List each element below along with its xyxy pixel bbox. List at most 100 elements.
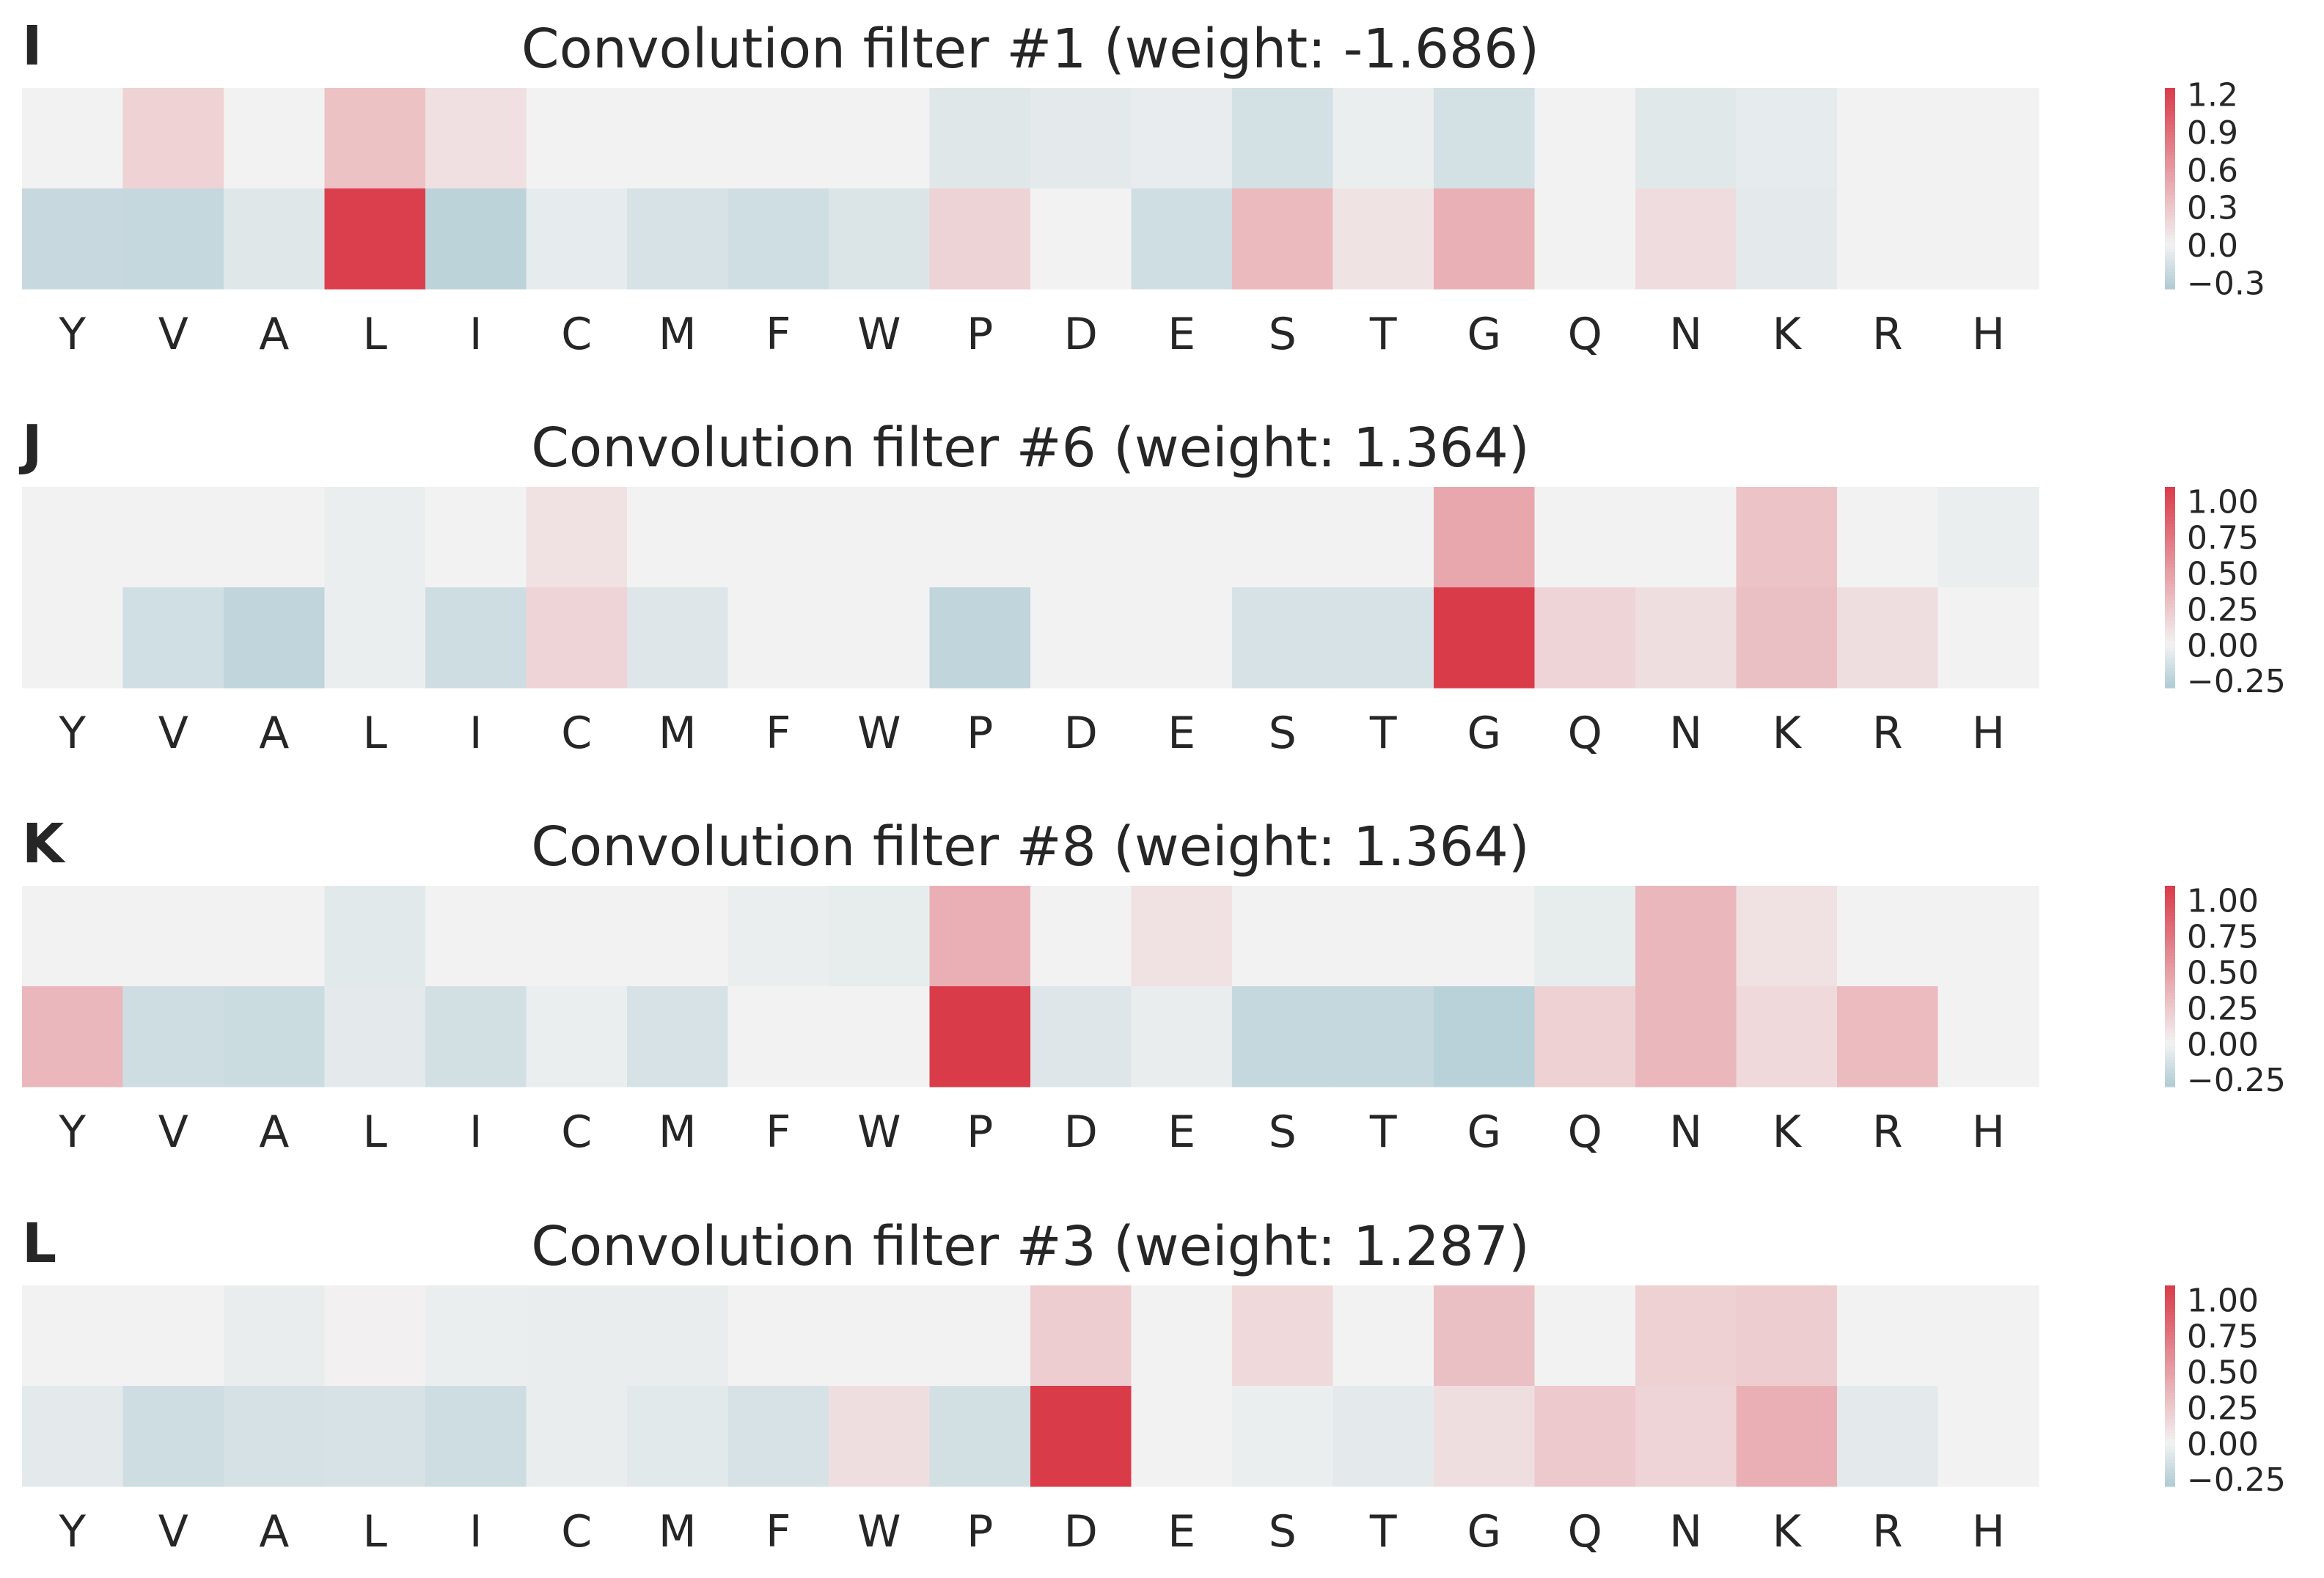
heatmap-cell <box>829 986 931 1087</box>
heatmap-cell <box>526 1285 628 1387</box>
colorbar-segment <box>2165 168 2175 172</box>
heatmap-cell <box>224 188 326 290</box>
colorbar-segment <box>2165 487 2175 491</box>
heatmap-cell <box>1333 587 1434 689</box>
colorbar-segment <box>2165 1322 2175 1326</box>
colorbar-segment <box>2165 265 2175 270</box>
colorbar-segment <box>2165 148 2175 153</box>
colorbar-segment <box>2165 1449 2175 1453</box>
colorbar-segment <box>2165 1376 2175 1380</box>
heatmap-cell <box>122 188 224 290</box>
heatmap-cell <box>1232 986 1334 1087</box>
colorbar-segment <box>2165 493 2175 498</box>
colorbar-segment <box>2165 1046 2175 1051</box>
heatmap-cell <box>1333 487 1434 588</box>
colorbar-segment <box>2165 165 2175 169</box>
x-tick-label: M <box>659 708 697 759</box>
heatmap-cell <box>1434 886 1536 987</box>
heatmap-cell <box>1030 886 1132 987</box>
colorbar-segment <box>2165 1032 2175 1038</box>
colorbar-segment <box>2165 564 2175 568</box>
colorbar-segment <box>2165 198 2175 202</box>
heatmap-cell <box>627 188 729 290</box>
colorbar-segment <box>2165 1076 2175 1081</box>
heatmap-cell <box>1030 188 1132 290</box>
colorbar-segment <box>2165 202 2175 206</box>
x-tick-label: K <box>1773 1107 1803 1158</box>
colorbar-segment <box>2165 98 2175 102</box>
colorbar-segment <box>2165 520 2175 524</box>
panel-letter: I <box>22 15 43 78</box>
colorbar-segment <box>2165 1379 2175 1384</box>
colorbar-segment <box>2165 580 2175 585</box>
colorbar-segment <box>2165 524 2175 528</box>
x-tick-label: M <box>659 1107 697 1158</box>
colorbar-segment <box>2165 1302 2175 1306</box>
colorbar-segment <box>2165 537 2175 541</box>
colorbar-segment <box>2165 268 2175 273</box>
heatmap-cell <box>1938 986 2039 1087</box>
heatmap-cell <box>829 88 931 189</box>
heatmap-cell <box>1333 188 1434 290</box>
colorbar-segment <box>2165 912 2175 917</box>
heatmap-cell <box>324 88 426 189</box>
colorbar-segment <box>2165 232 2175 236</box>
colorbar-segment <box>2165 1348 2175 1353</box>
heatmap-cell <box>1938 188 2039 290</box>
panel-title: Convolution filter #6 (weight: 1.364) <box>531 416 1529 480</box>
colorbar-segment <box>2165 235 2175 240</box>
x-tick-label: V <box>158 708 188 759</box>
colorbar-segment <box>2165 972 2175 977</box>
heatmap-cell <box>425 487 527 588</box>
heatmap-cell <box>1232 1386 1334 1487</box>
colorbar-segment <box>2165 620 2175 625</box>
x-tick-label: L <box>363 309 388 360</box>
colorbar-segment <box>2165 543 2175 548</box>
colorbar-segment <box>2165 1043 2175 1047</box>
colorbar-segment <box>2165 1472 2175 1477</box>
colorbar-segment <box>2165 610 2175 615</box>
colorbar-segment <box>2165 279 2175 283</box>
x-tick-label: P <box>967 1506 993 1557</box>
colorbar-segment <box>2165 211 2175 216</box>
colorbar-segment <box>2165 517 2175 521</box>
colorbar-segment <box>2165 1083 2175 1087</box>
colorbar-segment <box>2165 889 2175 893</box>
colorbar-segment <box>2165 245 2175 249</box>
x-tick-label: Y <box>58 708 86 759</box>
colorbar-segment <box>2165 172 2175 176</box>
heatmap-cell <box>224 88 326 189</box>
x-tick-label: E <box>1168 1107 1195 1158</box>
x-tick-label: G <box>1467 1107 1502 1158</box>
colorbar-segment <box>2165 1339 2175 1343</box>
heatmap-cell <box>22 587 124 689</box>
heatmap-cell <box>324 886 426 987</box>
heatmap-cell <box>1030 487 1132 588</box>
colorbar-segment <box>2165 1432 2175 1437</box>
heatmap-cell <box>122 886 224 987</box>
heatmap-cell <box>1635 487 1737 588</box>
x-tick-label: A <box>259 309 289 360</box>
colorbar-segment <box>2165 909 2175 914</box>
colorbar-segment <box>2165 577 2175 581</box>
heatmap-cell <box>929 886 1031 987</box>
colorbar-segment <box>2165 1066 2175 1071</box>
colorbar-segment <box>2165 282 2175 287</box>
colorbar-segment <box>2165 1369 2175 1373</box>
heatmap-cell <box>1938 886 2039 987</box>
colorbar-segment <box>2165 895 2175 900</box>
colorbar-segment <box>2165 1439 2175 1444</box>
colorbar-segment <box>2165 983 2175 987</box>
heatmap-cell <box>1938 487 2039 588</box>
heatmap-cell <box>929 1285 1031 1387</box>
colorbar-segment <box>2165 500 2175 504</box>
colorbar-segment <box>2165 1023 2175 1027</box>
colorbar-segment <box>2165 185 2175 189</box>
colorbar-segment <box>2165 1423 2175 1427</box>
heatmap-cell <box>122 1285 224 1387</box>
colorbar-segment <box>2165 1315 2175 1320</box>
colorbar-segment <box>2165 191 2175 196</box>
x-tick-label: W <box>857 1107 901 1158</box>
heatmap-cell <box>1635 886 1737 987</box>
heatmap-cell <box>526 886 628 987</box>
